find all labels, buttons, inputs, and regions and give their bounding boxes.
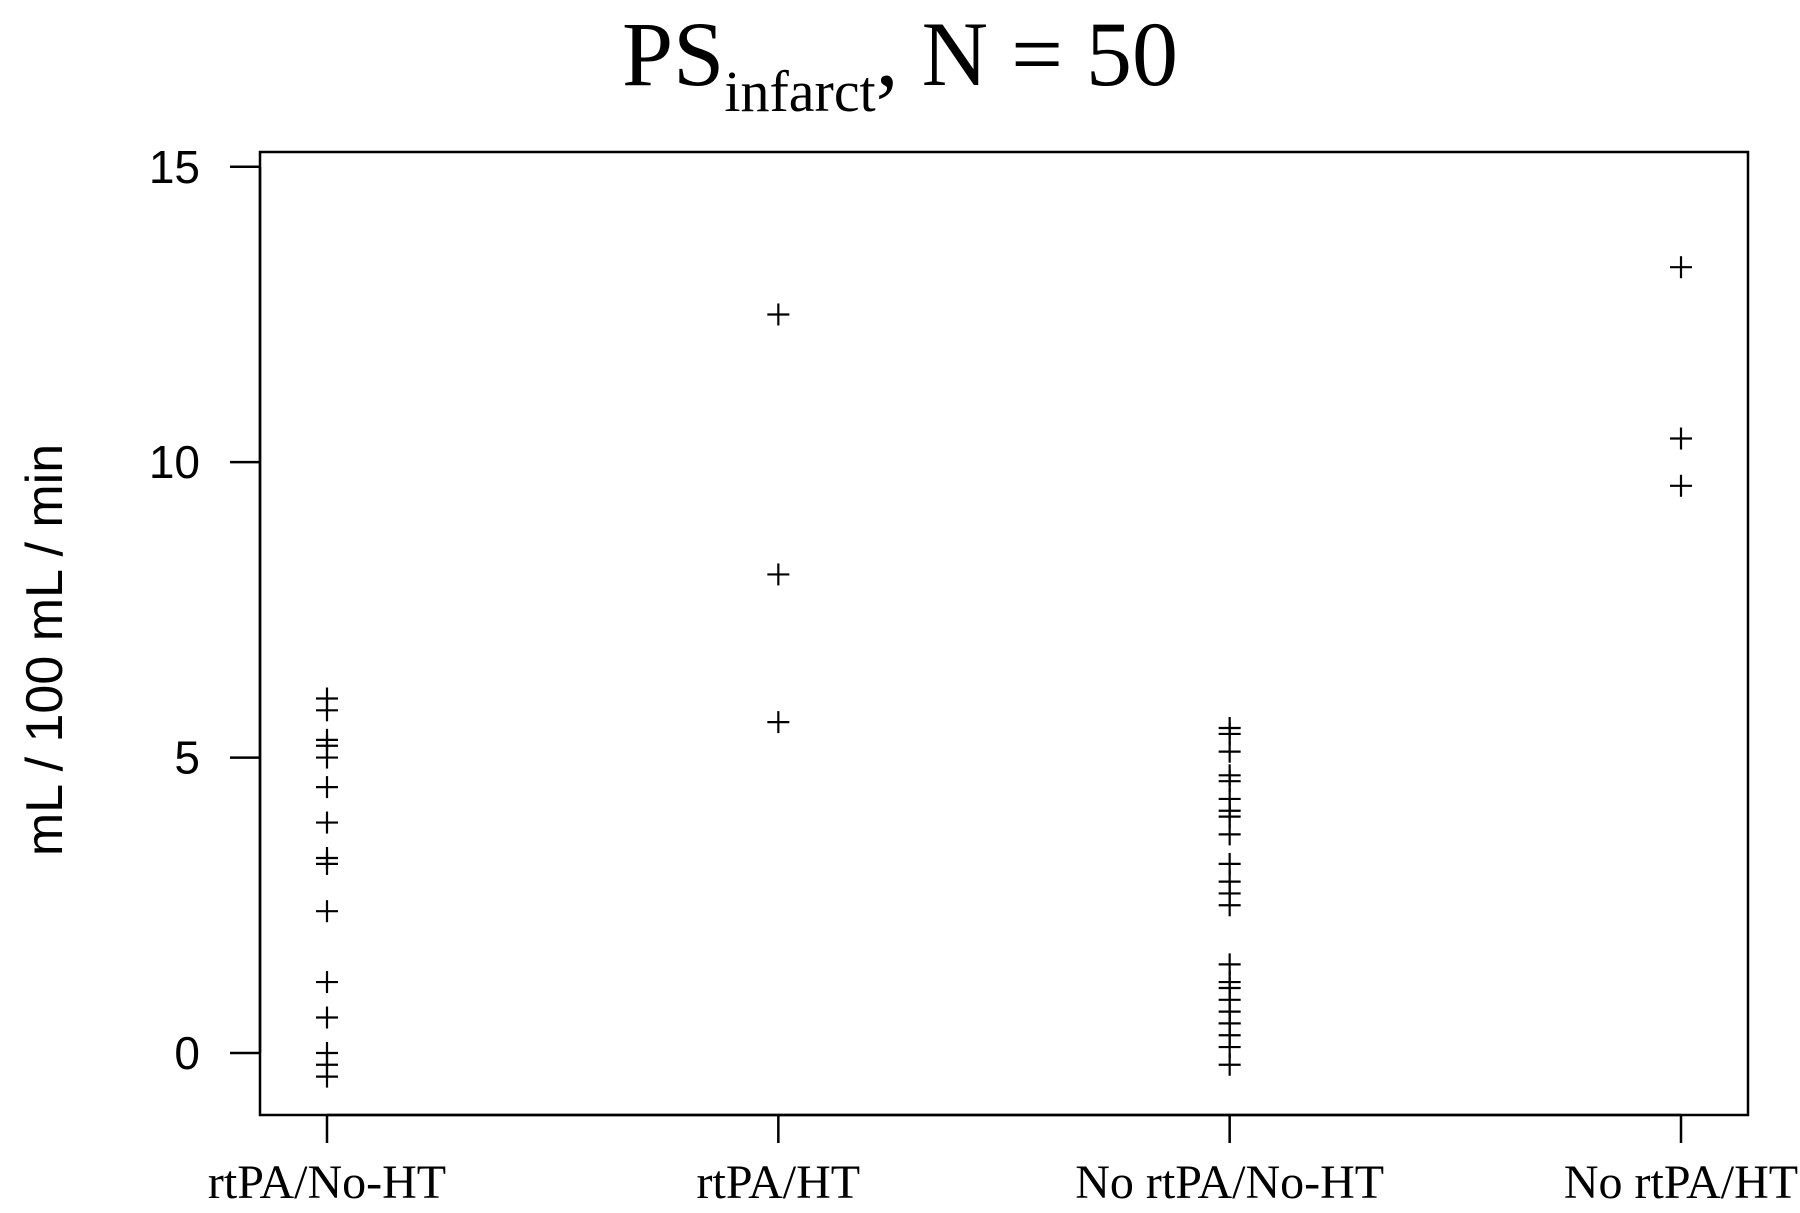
svg-text:PSinfarct, N = 50: PSinfarct, N = 50 [622,3,1178,124]
data-point-marker [316,847,338,870]
data-point-marker [767,303,790,326]
y-axis: 0 5 10 15 [149,141,262,1079]
data-point-marker [1670,427,1692,450]
data-point-marker [316,776,338,799]
data-point-marker [316,687,338,710]
y-tick-label: 5 [174,732,200,784]
data-point-marker [767,711,790,734]
x-tick-label: rtPA/HT [697,1156,861,1209]
chart-title-subscript: infarct [724,59,875,124]
data-point-marker [1218,953,1241,976]
data-points [316,256,1692,1088]
data-point-marker [316,900,338,923]
chart-title: PSinfarct, N = 50 [622,3,1178,124]
data-point-marker [1670,256,1692,279]
data-point-marker [316,811,338,834]
y-tick-label: 0 [174,1027,200,1079]
x-tick-label: rtPA/No-HT [208,1156,446,1209]
y-tick-label: 15 [149,141,200,193]
data-point-marker [316,1041,338,1064]
y-axis-label: mL / 100 mL / min [16,444,74,856]
x-tick-label: No rtPA/No-HT [1075,1156,1384,1209]
plot-frame [258,150,1750,1117]
data-point-marker [316,728,338,751]
data-point-marker [316,1006,338,1029]
data-point-marker [1670,474,1692,497]
data-point-marker [1218,717,1241,740]
data-point-marker [316,971,338,994]
chart-title-main: PS [622,3,724,105]
data-point-marker [767,563,790,586]
x-axis: rtPA/No-HT rtPA/HT No rtPA/No-HT No rtPA/HT [208,1113,1798,1209]
data-point-marker [1218,852,1241,875]
x-tick-label: No rtPA/HT [1564,1156,1798,1209]
data-point-marker [1218,764,1241,787]
y-tick-label: 10 [149,436,200,488]
chart-title-suffix: , N = 50 [876,3,1178,105]
